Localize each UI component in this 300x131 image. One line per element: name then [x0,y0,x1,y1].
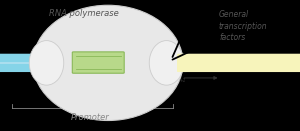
Text: RNA polymerase: RNA polymerase [49,9,119,18]
FancyBboxPatch shape [72,52,124,73]
FancyBboxPatch shape [177,54,300,72]
Ellipse shape [33,5,183,121]
Text: Promoter: Promoter [70,113,110,122]
FancyBboxPatch shape [0,54,188,72]
Text: +1: +1 [178,78,186,83]
Ellipse shape [29,41,64,85]
Text: General
transcription
factors: General transcription factors [219,10,268,42]
Ellipse shape [149,41,184,85]
